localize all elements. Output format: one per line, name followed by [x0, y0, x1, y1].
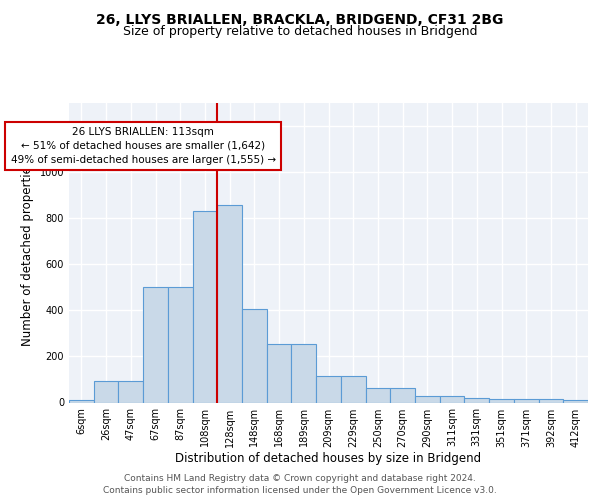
Bar: [267, 344, 292, 402]
Bar: [94, 380, 118, 402]
Text: 26 LLYS BRIALLEN: 113sqm
← 51% of detached houses are smaller (1,642)
49% of sem: 26 LLYS BRIALLEN: 113sqm ← 51% of detach…: [11, 126, 276, 164]
Y-axis label: Number of detached properties: Number of detached properties: [21, 160, 34, 346]
Bar: [242, 309, 267, 402]
Bar: [193, 211, 217, 402]
Text: 26, LLYS BRIALLEN, BRACKLA, BRIDGEND, CF31 2BG: 26, LLYS BRIALLEN, BRACKLA, BRIDGEND, CF…: [97, 12, 503, 26]
Bar: [118, 380, 143, 402]
Bar: [316, 376, 341, 402]
Bar: [514, 399, 539, 402]
Text: Size of property relative to detached houses in Bridgend: Size of property relative to detached ho…: [123, 25, 477, 38]
Bar: [440, 396, 464, 402]
Bar: [365, 388, 390, 402]
Bar: [69, 400, 94, 402]
Bar: [143, 287, 168, 403]
Bar: [563, 400, 588, 402]
Bar: [168, 287, 193, 403]
Bar: [292, 344, 316, 402]
Bar: [489, 399, 514, 402]
X-axis label: Distribution of detached houses by size in Bridgend: Distribution of detached houses by size …: [175, 452, 482, 466]
Bar: [415, 396, 440, 402]
Bar: [341, 376, 365, 402]
Bar: [464, 398, 489, 402]
Bar: [390, 388, 415, 402]
Text: Contains HM Land Registry data © Crown copyright and database right 2024.
Contai: Contains HM Land Registry data © Crown c…: [103, 474, 497, 495]
Bar: [539, 399, 563, 402]
Bar: [217, 205, 242, 402]
